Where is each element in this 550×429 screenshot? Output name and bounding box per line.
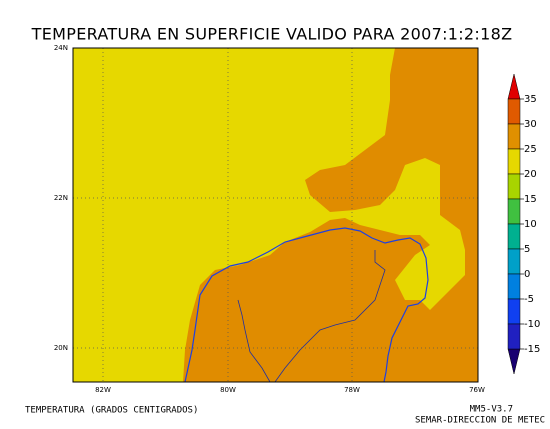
- map-title: TEMPERATURA EN SUPERFICIE VALIDO PARA 20…: [31, 25, 513, 44]
- colorbar-segment: [507, 123, 521, 150]
- colorbar-label: -15: [524, 344, 540, 355]
- lon-label: 80W: [220, 386, 236, 394]
- colorbar-segment: [507, 173, 521, 200]
- footer-variable: TEMPERATURA (GRADOS CENTIGRADOS): [25, 406, 198, 416]
- colorbar-label: 0: [524, 269, 530, 280]
- map-frame: [72, 47, 479, 383]
- lon-label: 82W: [95, 386, 111, 394]
- lat-label: 24N: [54, 44, 68, 52]
- colorbar-label: -10: [524, 319, 540, 330]
- colorbar-label: 25: [524, 144, 537, 155]
- colorbar-cap: [507, 348, 521, 375]
- colorbar-cap: [507, 73, 521, 100]
- colorbar-segment: [507, 248, 521, 275]
- colorbar-segment: [507, 198, 521, 225]
- colorbar-label: 5: [524, 244, 530, 255]
- coastline: [184, 227, 429, 383]
- lat-label: 22N: [54, 194, 68, 202]
- colorbar-label: 35: [524, 94, 537, 105]
- colorbar-label: 15: [524, 194, 537, 205]
- temperature-field-25-30: [305, 48, 478, 382]
- state-border: [274, 250, 386, 383]
- colorbar-segment: [507, 298, 521, 325]
- colorbar-segment: [507, 323, 521, 350]
- colorbar: 35 30 25 20 15 10 5 0 -5 -10 -15: [507, 73, 540, 375]
- colorbar-segment: [507, 148, 521, 175]
- colorbar-segment: [507, 273, 521, 300]
- footer-model: MM5-V3.7: [470, 405, 513, 415]
- colorbar-segment: [507, 98, 521, 125]
- colorbar-label: 30: [524, 119, 537, 130]
- colorbar-label: 20: [524, 169, 537, 180]
- map-area: [72, 47, 479, 383]
- temperature-field-25-30: [183, 218, 430, 382]
- lat-labels: 24N 22N 20N: [54, 44, 68, 352]
- state-border: [237, 299, 271, 383]
- lat-label: 20N: [54, 344, 68, 352]
- colorbar-segment: [507, 223, 521, 250]
- colorbar-label: -5: [524, 294, 534, 305]
- footer-source: SEMAR-DIRECCION DE METEC: [415, 416, 545, 426]
- lon-label: 76W: [469, 386, 485, 394]
- lon-labels: 82W 80W 78W 76W: [95, 386, 485, 394]
- lon-label: 78W: [344, 386, 360, 394]
- colorbar-label: 10: [524, 219, 537, 230]
